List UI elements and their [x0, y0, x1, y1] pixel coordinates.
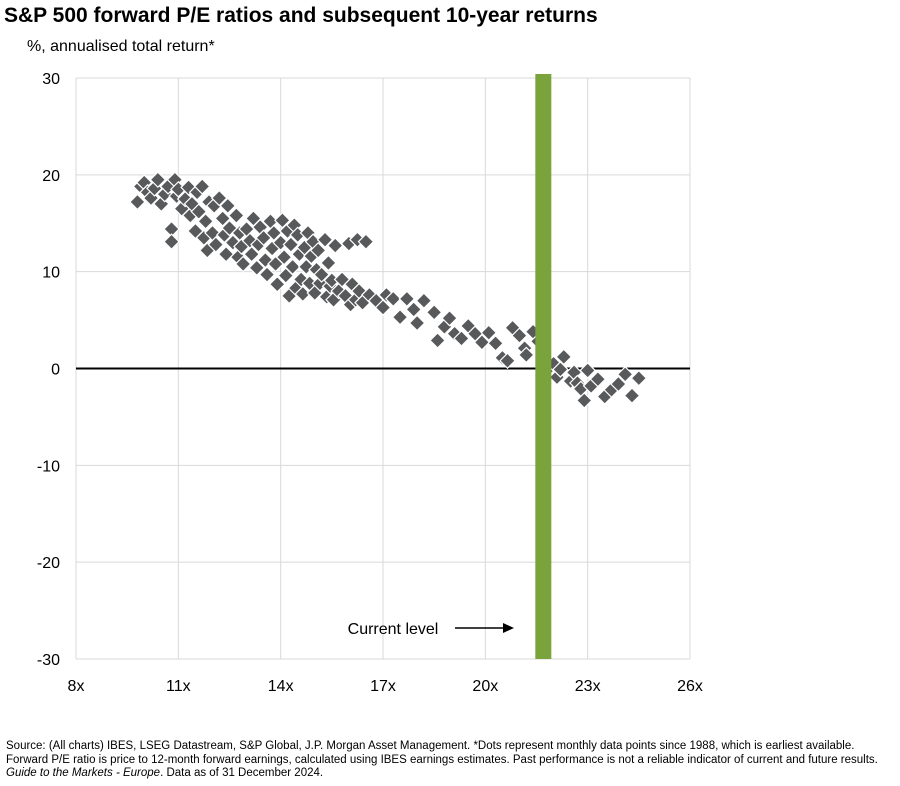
x-tick-label: 20x	[472, 678, 498, 695]
data-point	[579, 362, 597, 379]
data-point	[610, 375, 627, 393]
y-tick-label: 0	[51, 362, 60, 379]
data-point	[552, 361, 569, 378]
data-point	[129, 193, 146, 211]
y-tick-label: -20	[37, 555, 60, 572]
data-point	[265, 224, 283, 242]
data-point	[214, 210, 232, 227]
chart-subtitle: %, annualised total return*	[27, 38, 215, 55]
x-tick-label: 23x	[575, 678, 601, 695]
data-point	[384, 290, 402, 308]
data-point	[623, 387, 641, 404]
data-point	[193, 178, 211, 195]
data-point	[197, 212, 214, 230]
x-tick-label: 11x	[166, 678, 191, 695]
data-point	[217, 245, 235, 263]
data-point	[227, 207, 245, 224]
current-level-bar	[535, 74, 552, 659]
data-point	[453, 330, 470, 347]
data-point	[210, 189, 228, 207]
x-tick-label: 8x	[68, 678, 85, 695]
data-point	[473, 334, 491, 351]
current-level-arrow-head	[503, 623, 514, 633]
x-tick-label: 14x	[268, 678, 294, 695]
data-point	[234, 255, 252, 273]
y-tick-label: 10	[42, 265, 60, 282]
data-point	[243, 245, 261, 263]
data-point	[313, 266, 330, 283]
data-point	[415, 292, 433, 310]
data-point	[405, 301, 423, 318]
data-point	[284, 258, 301, 276]
data-point	[487, 334, 504, 352]
x-tick-label: 17x	[370, 678, 396, 695]
data-point	[282, 236, 300, 253]
data-point	[163, 233, 180, 250]
chart-title: S&P 500 forward P/E ratios and subsequen…	[4, 4, 598, 27]
data-point	[630, 369, 648, 387]
y-tick-label: -30	[37, 652, 60, 669]
data-point	[275, 248, 293, 266]
x-tick-label: 26x	[677, 678, 703, 695]
data-point	[357, 233, 375, 250]
data-point	[207, 236, 225, 253]
data-point	[391, 308, 409, 326]
y-tick-label: -10	[37, 458, 60, 475]
data-point	[248, 259, 266, 277]
footnote-publication: Guide to the Markets - Europe	[6, 767, 161, 779]
data-point	[320, 254, 337, 272]
footnote-date: . Data as of 31 December 2024.	[160, 767, 324, 779]
data-point	[294, 285, 312, 303]
data-point	[499, 352, 516, 370]
scatter-chart: -30 -20 -10 0 10 20 30 8x 11x 14x 17x 20x 23x 26x Curr…	[37, 71, 703, 695]
data-point	[398, 290, 416, 308]
data-point	[258, 266, 276, 283]
data-point	[555, 348, 573, 366]
data-point	[316, 231, 334, 249]
footnote-text: Source: (All charts) IBES, LSEG Datastre…	[6, 740, 878, 766]
data-point	[268, 275, 286, 293]
data-point	[429, 332, 446, 349]
data-point	[616, 365, 634, 383]
data-point	[589, 370, 607, 388]
source-footnote: Source: (All charts) IBES, LSEG Datastre…	[6, 740, 896, 781]
data-point	[441, 309, 458, 327]
y-tick-label: 20	[42, 168, 60, 185]
data-point	[425, 303, 443, 321]
data-point	[219, 197, 237, 215]
data-point	[149, 171, 167, 189]
y-tick-label: 30	[42, 71, 60, 88]
data-point	[575, 392, 593, 409]
data-point	[326, 237, 344, 254]
data-point	[517, 346, 535, 364]
data-point	[480, 324, 498, 342]
data-point	[190, 203, 208, 220]
current-level-label: Current level	[348, 621, 439, 638]
data-point	[374, 299, 392, 316]
data-point	[511, 327, 528, 344]
data-point	[408, 314, 426, 332]
data-point	[309, 242, 327, 259]
